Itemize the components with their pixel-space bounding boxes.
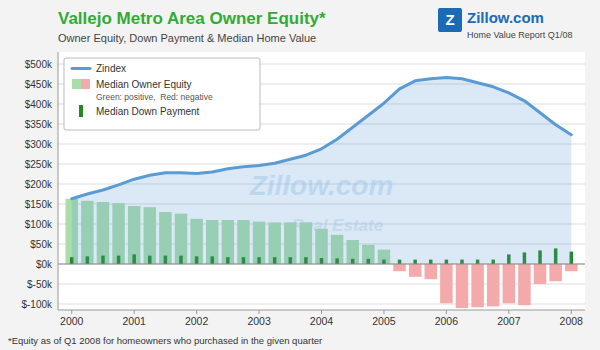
y-tick-label: $250k bbox=[25, 159, 53, 170]
x-tick bbox=[71, 310, 72, 314]
x-tick bbox=[508, 310, 509, 314]
y-tick-label: $100k bbox=[25, 219, 53, 230]
line bbox=[72, 78, 572, 199]
bar bbox=[440, 264, 452, 303]
y-tick-label: $400k bbox=[25, 99, 53, 110]
logo-subtitle: Home Value Report Q1/08 bbox=[467, 30, 572, 40]
x-tick bbox=[571, 310, 572, 314]
footnote: *Equity as of Q1 2008 for homeowners who… bbox=[8, 335, 322, 346]
y-tick-label: $0k bbox=[36, 259, 53, 270]
y-tick-label: $-50k bbox=[27, 279, 53, 290]
bar bbox=[393, 264, 405, 271]
x-tick-label: 2002 bbox=[185, 315, 209, 327]
x-tick-label: 2007 bbox=[497, 315, 521, 327]
legend-swatch bbox=[72, 67, 90, 70]
zero-line bbox=[58, 264, 585, 265]
x-tick-label: 2006 bbox=[435, 315, 459, 327]
bar bbox=[425, 264, 437, 279]
logo-letter: Z bbox=[445, 11, 454, 28]
legend-swatch bbox=[79, 105, 83, 117]
chart: Vallejo Metro Area Owner Equity* Owner Eq… bbox=[0, 0, 600, 350]
y-tick-label: $500k bbox=[25, 59, 53, 70]
logo-text: Zillow.com bbox=[467, 9, 544, 26]
line-series bbox=[72, 78, 572, 264]
bar bbox=[456, 264, 468, 308]
legend-label: Zindex bbox=[96, 63, 126, 74]
data bbox=[65, 78, 577, 308]
x-tick bbox=[321, 310, 322, 314]
y-axis bbox=[58, 52, 59, 310]
bar bbox=[565, 264, 577, 271]
x-tick bbox=[383, 310, 384, 314]
y-tick-label: $350k bbox=[25, 119, 53, 130]
x-tick-label: 2008 bbox=[560, 315, 584, 327]
bar bbox=[409, 264, 421, 277]
x-tick bbox=[259, 310, 260, 314]
y-tick-label: $150k bbox=[25, 199, 53, 210]
x-tick-label: 2005 bbox=[372, 315, 396, 327]
x-tick-label: 2000 bbox=[60, 315, 84, 327]
logo-box bbox=[438, 8, 462, 32]
legend-note: Green: positive, Red: negative bbox=[96, 92, 213, 102]
bar bbox=[471, 264, 483, 307]
grid-line bbox=[58, 264, 585, 265]
bar bbox=[549, 264, 561, 281]
bar bbox=[487, 264, 499, 306]
area bbox=[72, 78, 572, 264]
background bbox=[0, 0, 600, 350]
grid bbox=[58, 64, 585, 304]
bar bbox=[518, 264, 530, 305]
plot-area bbox=[58, 52, 585, 310]
grid-line bbox=[58, 304, 585, 305]
x-tick bbox=[196, 310, 197, 314]
legend-swatch bbox=[72, 79, 81, 89]
x-tick bbox=[446, 310, 447, 314]
x-tick-label: 2004 bbox=[310, 315, 334, 327]
subtitle: Owner Equity, Down Payment & Median Home… bbox=[58, 32, 316, 44]
title: Vallejo Metro Area Owner Equity* bbox=[58, 9, 326, 28]
y-tick-label: $-100k bbox=[21, 299, 53, 310]
y-tick-label: $300k bbox=[25, 139, 53, 150]
bar bbox=[503, 264, 515, 303]
y-tick-label: $200k bbox=[25, 179, 53, 190]
legend-swatch bbox=[81, 79, 90, 89]
x-tick-label: 2001 bbox=[122, 315, 146, 327]
x-tick-label: 2003 bbox=[247, 315, 271, 327]
legend-label: Median Down Payment bbox=[96, 106, 200, 117]
x-tick bbox=[134, 310, 135, 314]
bar bbox=[534, 264, 546, 284]
legend: Zindex Median Owner Equity Green: positive… bbox=[64, 58, 260, 130]
legend-label: Median Owner Equity bbox=[96, 79, 192, 90]
legend-box bbox=[64, 58, 260, 130]
y-tick-label: $450k bbox=[25, 79, 53, 90]
y-tick-label: $50k bbox=[30, 239, 53, 250]
